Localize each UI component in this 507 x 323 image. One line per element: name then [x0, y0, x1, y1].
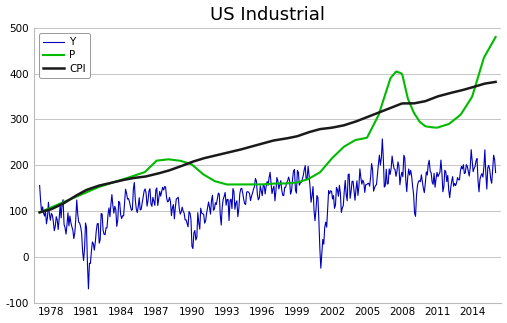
Y — [66, 224, 72, 228]
P — [283, 182, 289, 185]
Y — [37, 183, 43, 187]
CPI — [482, 82, 488, 86]
Y — [85, 287, 91, 291]
P — [256, 182, 262, 186]
Y — [84, 226, 90, 230]
P — [37, 211, 43, 214]
Y — [228, 197, 234, 201]
Line: P: P — [40, 37, 496, 213]
Line: Y: Y — [40, 139, 496, 289]
Title: US Industrial: US Industrial — [210, 5, 325, 24]
CPI — [37, 211, 43, 214]
Legend: Y, P, CPI: Y, P, CPI — [39, 33, 90, 78]
CPI — [493, 80, 499, 84]
P — [482, 55, 488, 58]
P — [308, 176, 314, 180]
Y — [493, 171, 499, 174]
CPI — [283, 137, 289, 141]
P — [410, 110, 416, 114]
CPI — [253, 143, 259, 147]
Y — [140, 194, 146, 198]
Y — [131, 181, 137, 184]
P — [253, 182, 259, 186]
CPI — [410, 101, 416, 105]
CPI — [256, 142, 262, 146]
P — [493, 35, 499, 39]
CPI — [308, 130, 314, 133]
Line: CPI: CPI — [40, 82, 496, 213]
Y — [379, 137, 385, 141]
Y — [332, 206, 338, 210]
